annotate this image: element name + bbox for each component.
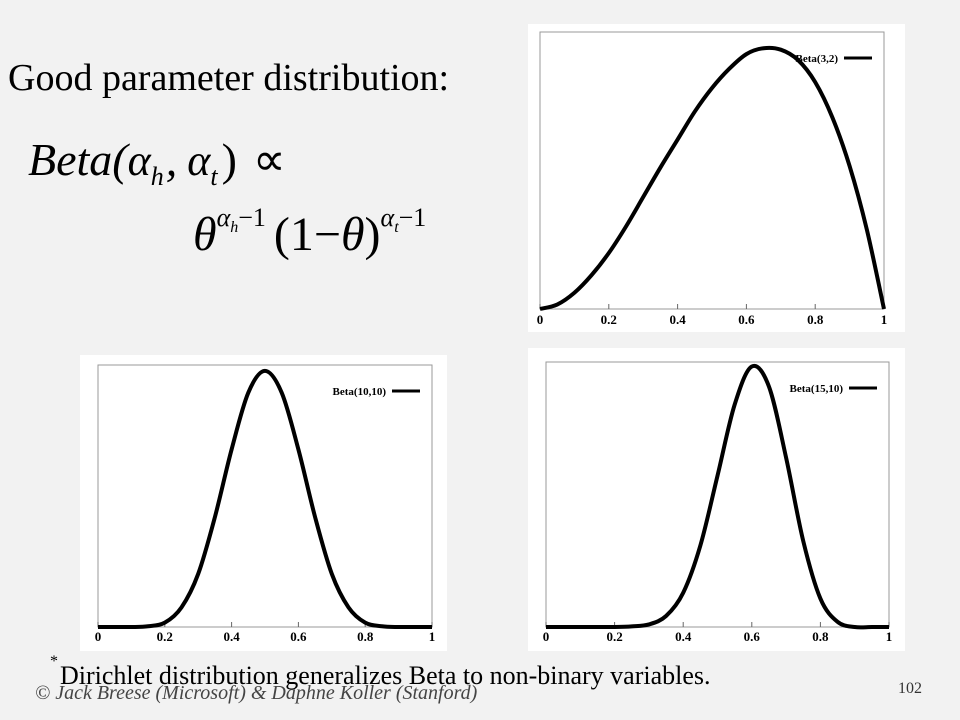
chart-panel: [80, 355, 447, 651]
plot-frame: [539, 31, 885, 310]
x-tick-label: 0.2: [157, 629, 173, 644]
x-tick-label: 0.6: [290, 629, 307, 644]
formula-sup: α: [217, 203, 232, 232]
copyright: © Jack Breese (Microsoft) & Daphne Kolle…: [35, 682, 478, 704]
formula-sup: α: [381, 203, 396, 232]
x-tick-label: 0: [543, 629, 550, 644]
formula-line1: Beta(αh, αt) ∝: [28, 134, 286, 191]
chart-panel: [528, 24, 905, 332]
formula-line2: θαh−1 (1−θ)αt−1: [193, 203, 426, 261]
plot-frame: [97, 364, 433, 628]
x-tick-label: 0.4: [223, 629, 240, 644]
slide-title: Good parameter distribution:: [8, 57, 449, 99]
curve: [546, 363, 889, 630]
formula-part: ,: [166, 134, 178, 185]
x-tick-label: 1: [429, 629, 436, 644]
formula-part: α: [128, 136, 152, 185]
formula-part: θ: [341, 208, 365, 261]
formula-part: α: [187, 136, 211, 185]
formula-sub: t: [210, 162, 218, 191]
x-tick-label: 1: [881, 312, 888, 327]
formula-part: (1−: [274, 208, 341, 261]
formula-part: ): [365, 208, 381, 261]
x-tick-label: 0.8: [807, 312, 824, 327]
x-tick-label: 0: [95, 629, 102, 644]
formula-part: θ: [193, 208, 217, 261]
x-tick-label: 0.6: [744, 629, 761, 644]
x-tick-label: 0.8: [357, 629, 374, 644]
footnote: Dirichlet distribution generalizes Beta …: [60, 661, 711, 690]
legend-label: Beta(15,10): [790, 383, 844, 395]
page-number: 102: [898, 680, 922, 697]
x-tick-label: 0.2: [606, 629, 622, 644]
plot-frame: [545, 361, 890, 628]
curve: [98, 368, 432, 630]
formula-sup-sub: t: [394, 219, 399, 236]
x-tick-label: 0.4: [675, 629, 692, 644]
formula-part: ∝: [253, 134, 286, 185]
formula-sup-sub: h: [230, 219, 238, 236]
chart-panel: [528, 348, 905, 651]
legend-label: Beta(10,10): [333, 386, 387, 398]
x-tick-label: 0.2: [601, 312, 617, 327]
x-tick-label: 0.6: [738, 312, 755, 327]
legend-label: Beta(3,2): [796, 53, 839, 65]
curve: [539, 45, 886, 311]
formula-part: ): [222, 134, 237, 185]
x-tick-label: 0: [537, 312, 544, 327]
x-tick-label: 0.8: [812, 629, 829, 644]
formula-sup: −1: [238, 203, 266, 232]
formula-part: Beta(: [28, 134, 130, 185]
footnote-marker: *: [50, 653, 58, 670]
x-tick-label: 0.4: [669, 312, 686, 327]
formula-sub: h: [151, 162, 164, 191]
formula-sup: −1: [399, 203, 427, 232]
x-tick-label: 1: [886, 629, 893, 644]
